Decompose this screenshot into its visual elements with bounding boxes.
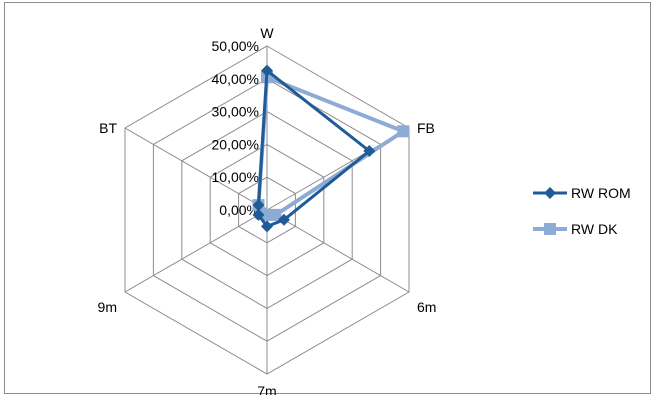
legend-label-rw-rom: RW ROM: [571, 185, 631, 201]
radial-tick-label: 30,00%: [212, 104, 259, 120]
radial-tick-label: 50,00%: [212, 38, 259, 54]
radial-tick-labels: 0,00% 10,00% 20,00% 30,00% 40,00% 50,00%: [212, 38, 259, 218]
series-rw-dk: [252, 71, 410, 221]
radar-chart: W FB 6m 7m 9m BT 0,00% 10,00% 20,00% 30,00% 40,00…: [98, 25, 631, 399]
radial-tick-label: 40,00%: [212, 71, 259, 87]
axis-label-bt: BT: [99, 120, 117, 136]
data-point-rw-rom-fb: [363, 145, 376, 157]
axis-label-fb: FB: [417, 120, 435, 136]
data-point-rw-rom-w: [261, 64, 273, 77]
radial-tick-label: 20,00%: [212, 136, 259, 152]
data-point-rw-rom-9m: [252, 208, 265, 221]
data-point-rw-dk-fb: [397, 125, 410, 138]
data-point-rw-rom-7m: [261, 220, 273, 233]
radial-tick-label: 0,00%: [219, 202, 259, 218]
data-point-rw-rom-6m: [278, 213, 290, 226]
legend-item-rw-dk: RW DK: [533, 221, 618, 237]
axis-label-6m: 6m: [417, 299, 436, 315]
series-line-rw-dk: [256, 75, 406, 217]
axis-label-w: W: [260, 25, 274, 41]
radial-tick-label: 10,00%: [212, 169, 259, 185]
data-point-rw-rom-bt: [252, 199, 265, 212]
series-rw-rom: [252, 64, 376, 233]
spoke-9m: [124, 209, 268, 293]
legend: RW ROM RW DK: [533, 185, 631, 237]
axis-label-9m: 9m: [98, 299, 117, 315]
series-layer: [252, 64, 410, 233]
legend-marker-rw-rom: [544, 187, 556, 199]
spoke-bt: [124, 127, 268, 211]
legend-label-rw-dk: RW DK: [571, 221, 618, 237]
legend-marker-rw-dk: [544, 223, 556, 235]
spoke-6m: [266, 209, 410, 293]
axis-label-7m: 7m: [257, 383, 276, 395]
chart-frame: W FB 6m 7m 9m BT 0,00% 10,00% 20,00% 30,00% 40,00…: [4, 2, 651, 399]
legend-item-rw-rom: RW ROM: [533, 185, 631, 201]
